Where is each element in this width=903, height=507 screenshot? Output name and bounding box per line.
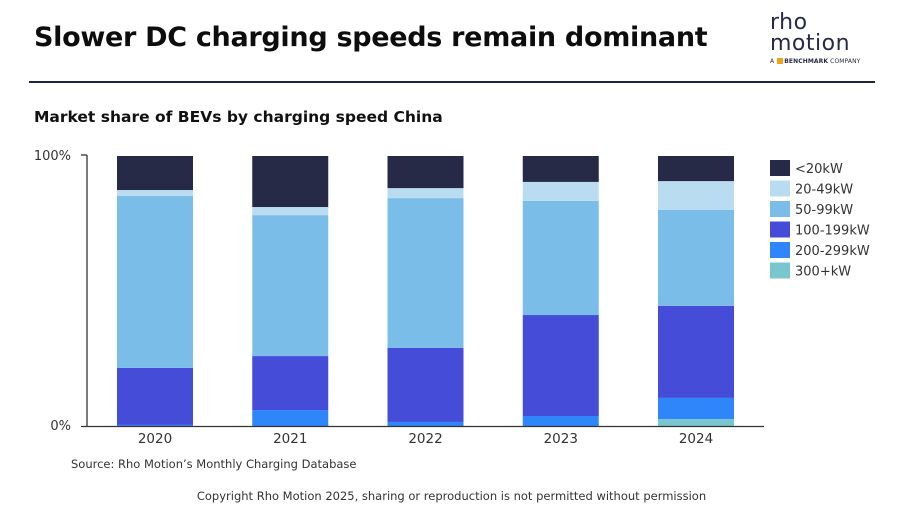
legend-label: 100-199kW [795,224,870,239]
legend-item-50-99kw: 50-99kW [770,201,853,218]
bar-segment-2022-200-299kw [387,421,464,426]
bar-segment-2023-20-49kw [522,181,599,201]
bar-segment-2020-20-49kw [117,190,193,196]
bar-segment-2024-50-99kw [658,209,734,306]
logo-tagline-suffix: COMPANY [830,58,861,65]
bar-segment-2022-20-49kw [387,188,464,199]
rho-motion-logo: rho motion A BENCHMARK COMPANY [770,12,890,72]
bar-stack-2022 [387,156,464,426]
legend-label: 300+kW [795,265,851,280]
bar-segment-2020-200-299kw [117,424,193,426]
y-tick-label-0: 0% [50,419,71,434]
legend-label: 200-299kW [795,244,870,259]
legend-swatch [770,262,790,279]
bar-segment-2024-20-49kw [658,181,734,210]
legend-label: <20kW [795,162,843,177]
bar-segment-2023-20kw [522,156,599,182]
bar-segment-2022-100-199kw [387,347,464,422]
legend-swatch [770,221,790,238]
source-note: Source: Rho Motion’s Monthly Charging Da… [71,457,357,471]
bar-stack-2024 [658,156,734,426]
bar-segment-2023-50-99kw [522,200,599,316]
logo-tagline: A BENCHMARK COMPANY [770,58,890,65]
legend-item-200-299kw: 200-299kW [770,242,870,259]
bar-segment-2023-100-199kw [522,315,599,417]
logo-tagline-prefix: A [770,58,775,65]
y-tick-label-100: 100% [34,149,71,164]
benchmark-mark-icon [777,58,784,64]
legend-swatch [770,160,790,176]
legend-item-20-49kw: 20-49kW [770,180,853,198]
chart-title: Market share of BEVs by charging speed C… [34,108,443,126]
legend-item-100-199kw: 100-199kW [770,221,870,239]
legend-swatch [770,201,790,217]
x-tick-label-2020: 2020 [138,431,172,447]
bar-segment-2022-50-99kw [387,198,464,348]
logo-word-rho: rho [770,10,808,35]
bar-segment-2024-300-kw [658,418,734,426]
legend-swatch [770,242,790,258]
bar-segment-2020-100-199kw [117,367,193,425]
x-tick-label-2022: 2022 [408,431,442,447]
x-tick-label-2024: 2024 [679,431,713,447]
bar-segment-2023-200-299kw [522,416,599,426]
bar-segment-2020-20kw [117,156,193,191]
bar-segment-2021-20kw [252,156,329,208]
bar-segment-2021-100-199kw [252,356,329,411]
logo-tagline-brand: BENCHMARK [784,58,829,65]
legend-swatch [770,180,790,197]
bar-segment-2021-20-49kw [252,207,329,216]
bar-stack-2021 [252,156,329,426]
x-tick-label-2021: 2021 [273,431,307,447]
bar-segment-2020-50-99kw [117,195,193,368]
legend-label: 20-49kW [795,183,853,198]
x-tick-label-2023: 2023 [544,431,578,447]
legend-item-20kw: <20kW [770,160,843,177]
bar-segment-2024-20kw [658,156,734,182]
bar-segment-2024-100-199kw [658,305,734,398]
bar-stack-2023 [522,156,599,426]
logo-word-motion: motion [770,31,851,56]
bar-segment-2022-20kw [387,156,464,189]
header-divider [29,81,875,83]
bar-segment-2021-200-299kw [252,410,329,426]
page-title: Slower DC charging speeds remain dominan… [34,22,708,53]
legend: <20kW 20-49kW 50-99kW 100-199kW 200-299kW 300… [770,160,870,280]
copyright-note: Copyright Rho Motion 2025, sharing or re… [196,489,707,503]
legend-item-300-kw: 300+kW [770,262,851,280]
x-tick-labels: 2020 2021 2022 2023 2024 [138,431,713,447]
bar-segment-2021-50-99kw [252,215,329,357]
legend-label: 50-99kW [795,203,853,218]
bars-group [117,156,734,426]
bar-segment-2024-200-299kw [658,397,734,419]
bar-stack-2020 [117,156,193,426]
